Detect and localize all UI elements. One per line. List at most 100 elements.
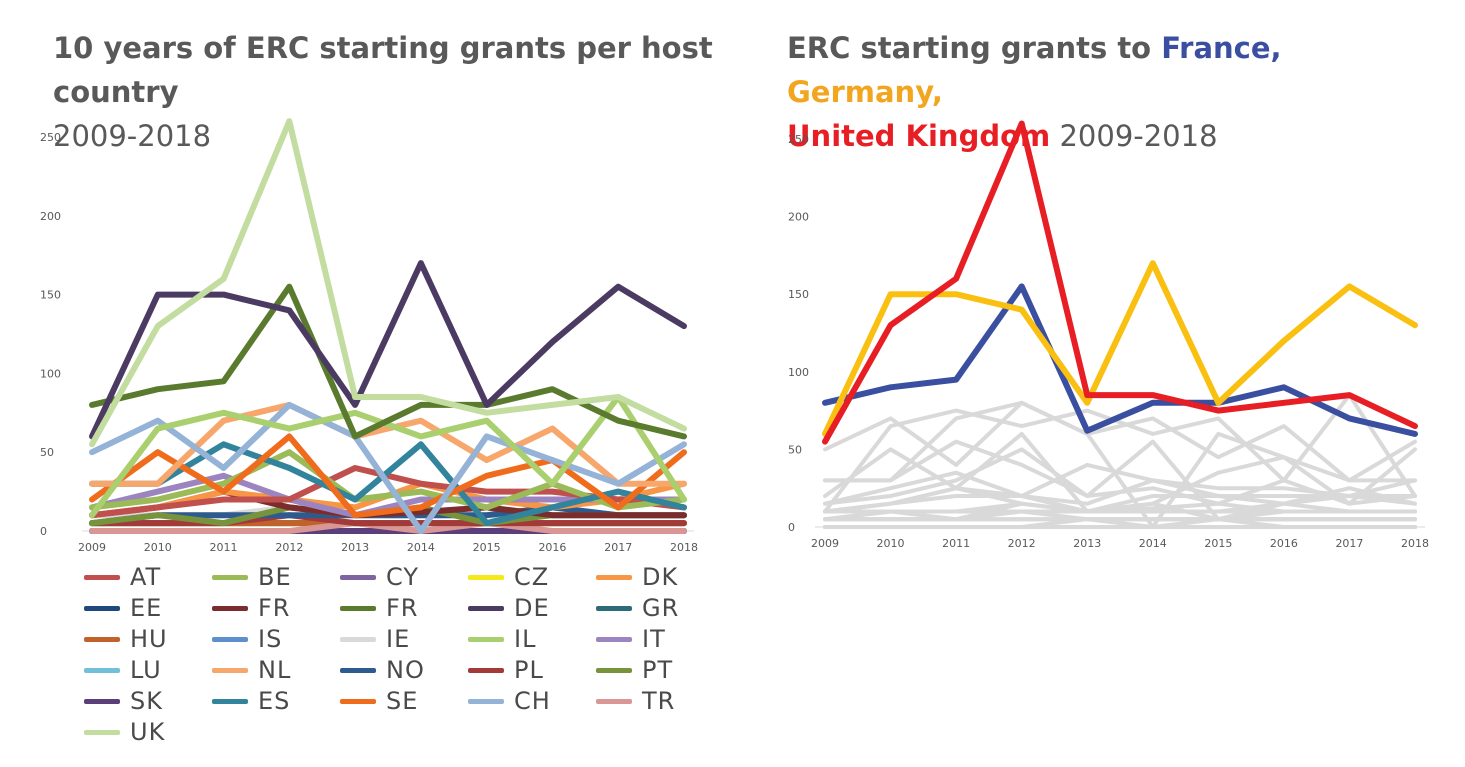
legend-item-at: AT: [84, 562, 161, 592]
left-series-nl-line: [89, 401, 687, 487]
right-series-other-tr-line: [823, 517, 1417, 529]
right-x-tick-label: 2015: [1204, 537, 1232, 550]
legend-label: DK: [642, 563, 679, 591]
legend-item-ie: IE: [340, 624, 410, 654]
legend-item-es: ES: [212, 686, 290, 716]
legend-label: FR: [386, 594, 419, 622]
legend-swatch: [340, 667, 376, 673]
right-series-france-line: [822, 283, 1418, 437]
right-y-tick-label: 50: [788, 443, 802, 456]
right-x-tick-label: 2016: [1270, 537, 1298, 550]
legend-label: NL: [258, 656, 292, 684]
left-chart: 0 50 100 150 200 250 2009 2010 2011 2012 2013 2014 2…: [40, 118, 698, 554]
legend-swatch: [596, 698, 632, 704]
right-chart: 0 50 100 150 200 250 2009 2010 2011 2012 2013 2014 2…: [788, 120, 1429, 550]
left-series-de-line: [89, 260, 687, 440]
right-x-tick-label: 2017: [1335, 537, 1363, 550]
legend-swatch: [212, 636, 248, 642]
left-series-pl-line: [89, 512, 687, 527]
legend-item-fr: FR: [340, 593, 418, 623]
legend-swatch: [84, 636, 120, 642]
right-x-tick-label: 2013: [1073, 537, 1101, 550]
left-y-tick-label: 0: [40, 525, 47, 538]
legend-item-it: IT: [596, 624, 666, 654]
legend-swatch: [340, 636, 376, 642]
legend-item-cz: CZ: [468, 562, 549, 592]
legend-swatch: [468, 667, 504, 673]
left-y-tick-label: 50: [40, 446, 54, 459]
legend-item-fr: FR: [212, 593, 290, 623]
legend-item-il: IL: [468, 624, 536, 654]
left-series-il-line: [89, 394, 687, 519]
left-series-be-line: [89, 449, 687, 511]
legend-item-be: BE: [212, 562, 292, 592]
legend-item-cy: CY: [340, 562, 419, 592]
left-x-tick-label: 2014: [407, 541, 435, 554]
legend-label: CY: [386, 563, 419, 591]
left-title-main: 10 years of ERC starting grants per host…: [53, 31, 713, 109]
legend-item-lu: LU: [84, 655, 162, 685]
legend-item-gr: GR: [596, 593, 679, 623]
legend-swatch: [84, 574, 120, 580]
legend-swatch: [468, 574, 504, 580]
legend-item-de: DE: [468, 593, 550, 623]
legend-item-tr: TR: [596, 686, 675, 716]
legend-swatch: [596, 636, 632, 642]
legend-label: GR: [642, 594, 680, 622]
left-y-tick-label: 150: [40, 289, 61, 302]
legend-swatch: [84, 667, 120, 673]
left-x-tick-label: 2013: [341, 541, 369, 554]
right-y-tick-label: 150: [788, 288, 809, 301]
right-y-tick-label: 0: [788, 521, 795, 534]
legend-swatch: [340, 698, 376, 704]
legend-label: IL: [514, 625, 537, 653]
legend-label: ES: [258, 687, 291, 715]
legend-label: PT: [642, 656, 674, 684]
left-title-years: 2009-2018: [53, 119, 212, 153]
left-x-tick-label: 2012: [275, 541, 303, 554]
right-x-tick-label: 2009: [811, 537, 839, 550]
legend-swatch: [340, 574, 376, 580]
legend-swatch: [212, 698, 248, 704]
legend-swatch: [596, 605, 632, 611]
right-series-other-se-line: [823, 431, 1417, 514]
legend-label: CZ: [514, 563, 550, 591]
legend-swatch: [468, 636, 504, 642]
legend-item-dk: DK: [596, 562, 678, 592]
left-chart-title: 10 years of ERC starting grants per host…: [53, 26, 773, 158]
right-y-tick-label: 100: [788, 366, 809, 379]
legend-item-pt: PT: [596, 655, 673, 685]
legend-swatch: [468, 605, 504, 611]
right-series-other-es-line: [823, 439, 1417, 522]
legend-item-ee: EE: [84, 593, 162, 623]
legend-swatch: [212, 667, 248, 673]
left-x-tick-label: 2017: [604, 541, 632, 554]
right-x-tick-label: 2011: [942, 537, 970, 550]
legend-label: LU: [130, 656, 162, 684]
legend-swatch: [84, 605, 120, 611]
legend-label: EE: [130, 594, 163, 622]
left-series-fr-line: [89, 283, 687, 440]
left-series-uk-line: [89, 118, 687, 448]
legend-label: DE: [514, 594, 550, 622]
right-x-tick-label: 2012: [1008, 537, 1036, 550]
legend-swatch: [468, 698, 504, 704]
legend-label: FR: [258, 594, 291, 622]
left-series-tr-line: [89, 520, 687, 534]
legend-label: UK: [130, 718, 166, 746]
right-series-united-kingdom-line: [822, 120, 1418, 445]
right-series-other-nl-line: [823, 400, 1417, 483]
legend-item-nl: NL: [212, 655, 291, 685]
legend-label: IS: [258, 625, 283, 653]
left-x-tick-label: 2015: [473, 541, 501, 554]
right-series-germany-line: [822, 260, 1418, 437]
left-y-tick-label: 200: [40, 210, 61, 223]
legend-item-pl: PL: [468, 655, 544, 685]
legend-label: PL: [514, 656, 544, 684]
legend-swatch: [596, 574, 632, 580]
right-y-tick-label: 250: [788, 133, 809, 146]
right-title-years: 2009-2018: [1059, 119, 1218, 153]
right-x-tick-label: 2018: [1401, 537, 1429, 550]
legend-item-ch: CH: [468, 686, 551, 716]
legend-swatch: [84, 698, 120, 704]
